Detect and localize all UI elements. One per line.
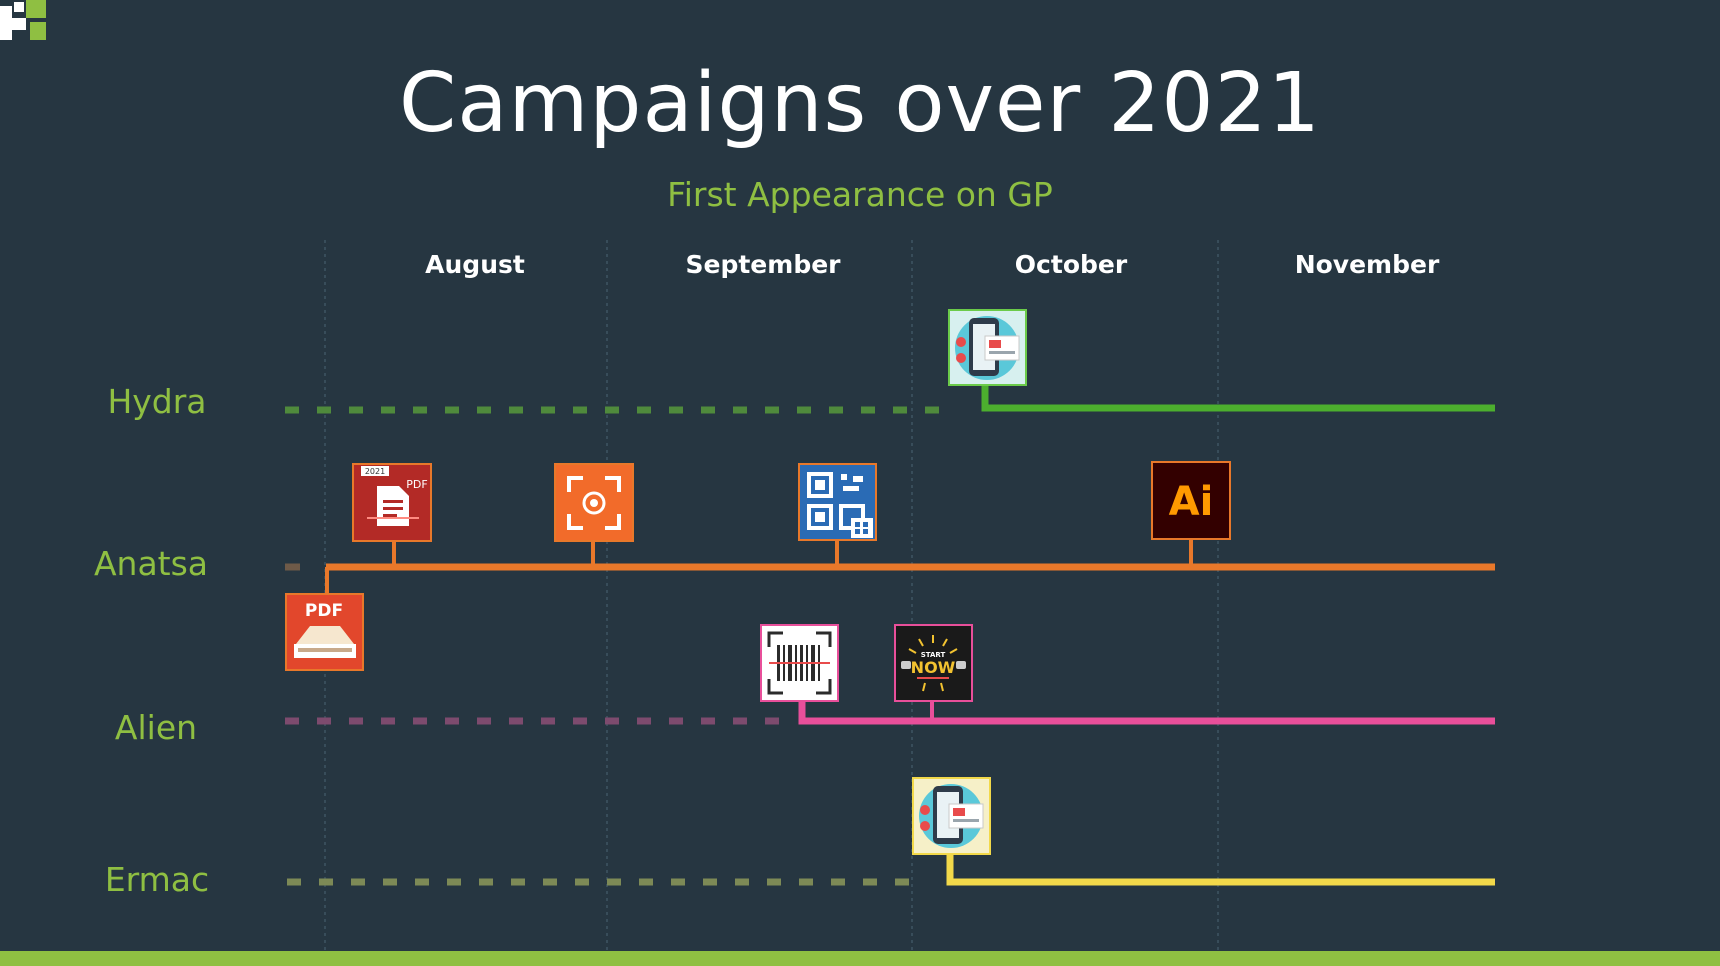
page-title: Campaigns over 2021 <box>399 56 1321 151</box>
svg-text:PDF: PDF <box>406 478 427 491</box>
hydra-timeline <box>285 309 1495 414</box>
company-logo-icon <box>0 0 46 40</box>
family-label-hydra: Hydra <box>107 382 207 421</box>
family-label-alien: Alien <box>114 708 198 747</box>
month-label-november: November <box>1294 250 1440 279</box>
adobe-illustrator-icon: Ai <box>1151 461 1231 540</box>
svg-text:Ai: Ai <box>1169 479 1214 525</box>
scanner-focus-icon <box>554 463 634 542</box>
month-label-september: September <box>685 250 841 279</box>
dropper-app-icon <box>948 309 1027 386</box>
family-label-ermac: Ermac <box>104 860 210 899</box>
month-label-august: August <box>425 250 525 279</box>
month-label-october: October <box>1014 250 1128 279</box>
alien-active-line <box>798 700 1495 725</box>
bottom-accent-bar <box>0 951 1720 966</box>
ermac-timeline <box>287 777 1495 886</box>
svg-text:PDF: PDF <box>305 601 343 621</box>
alien-timeline: START NOW <box>285 624 1495 725</box>
ermac-active-line <box>946 855 1495 886</box>
month-dividers <box>324 240 1219 950</box>
svg-text:NOW: NOW <box>911 658 956 677</box>
qr-code-scanner-icon <box>798 463 877 541</box>
page-subtitle: First Appearance on GP <box>667 175 1053 214</box>
barcode-scanner-icon <box>760 624 839 702</box>
family-label-anatsa: Anatsa <box>93 544 209 583</box>
start-now-fitness-icon: START NOW <box>894 624 973 702</box>
pdf-document-2021-icon: 2021 PDF <box>352 463 432 542</box>
hydra-active-line <box>981 385 1495 412</box>
svg-text:2021: 2021 <box>365 467 385 476</box>
dropper-app-icon <box>912 777 991 855</box>
svg-text:START: START <box>921 651 946 659</box>
pdf-scanner-icon: PDF <box>285 593 364 671</box>
anatsa-timeline: 2021 PDF <box>285 461 1495 671</box>
